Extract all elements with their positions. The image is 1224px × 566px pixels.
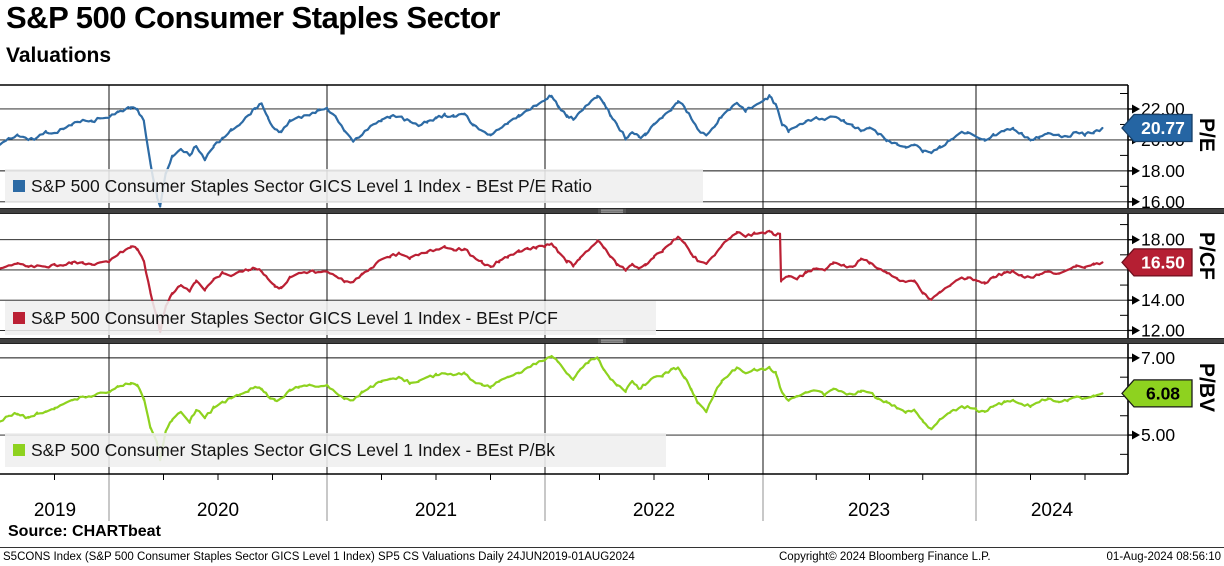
y-tick-label: 18.00 bbox=[1141, 230, 1185, 250]
legend-pe-label: S&P 500 Consumer Staples Sector GICS Lev… bbox=[31, 175, 592, 196]
legend-pe[interactable]: S&P 500 Consumer Staples Sector GICS Lev… bbox=[5, 169, 703, 203]
pe-series-swatch-icon bbox=[13, 180, 25, 192]
last-value-badge bbox=[1121, 113, 1193, 143]
footer-copyright: Copyright© 2024 Bloomberg Finance L.P. bbox=[779, 551, 991, 563]
tick-arrow-icon bbox=[1132, 235, 1140, 245]
legend-pbv[interactable]: S&P 500 Consumer Staples Sector GICS Lev… bbox=[5, 433, 666, 467]
source-label: Source: CHARTbeat bbox=[8, 523, 161, 540]
footer-timestamp: 01-Aug-2024 08:56:10 bbox=[1106, 551, 1221, 563]
footer-ticker-text: S5CONS Index (S&P 500 Consumer Staples S… bbox=[3, 551, 635, 563]
pcf-series-swatch-icon bbox=[13, 312, 25, 324]
last-value-badge-text: 20.77 bbox=[1141, 118, 1185, 138]
last-value-badge-text: 16.50 bbox=[1141, 252, 1185, 272]
pcf-axis-unit-label: P/CF bbox=[1195, 232, 1218, 280]
year-label: 2019 bbox=[34, 500, 76, 521]
y-tick-label: 18.00 bbox=[1141, 161, 1185, 181]
tick-arrow-icon bbox=[1132, 104, 1140, 114]
year-label: 2020 bbox=[197, 500, 239, 521]
footer: S5CONS Index (S&P 500 Consumer Staples S… bbox=[0, 547, 1224, 566]
y-tick-label: 5.00 bbox=[1141, 425, 1175, 445]
year-label: 2023 bbox=[848, 500, 890, 521]
last-value-badge-text: 6.08 bbox=[1146, 383, 1180, 403]
legend-pbv-label: S&P 500 Consumer Staples Sector GICS Lev… bbox=[31, 439, 555, 460]
tick-arrow-icon bbox=[1132, 197, 1140, 207]
pbv-series-swatch-icon bbox=[13, 444, 25, 456]
pcf-series-line bbox=[0, 229, 1104, 334]
last-value-badge bbox=[1121, 248, 1193, 277]
page-subtitle: Valuations bbox=[6, 44, 112, 67]
year-label: 2024 bbox=[1031, 500, 1074, 521]
tick-arrow-icon bbox=[1132, 166, 1140, 176]
tick-arrow-icon bbox=[1132, 325, 1140, 335]
pe-series-line bbox=[0, 94, 1104, 208]
y-tick-label: 7.00 bbox=[1141, 348, 1175, 368]
last-value-badge bbox=[1121, 379, 1193, 408]
pbv-series-line bbox=[0, 354, 1104, 462]
tick-arrow-icon bbox=[1132, 295, 1140, 305]
y-tick-label: 14.00 bbox=[1141, 290, 1185, 310]
y-tick-label: 12.00 bbox=[1141, 320, 1185, 340]
year-label: 2022 bbox=[633, 500, 675, 521]
pane-resize-grip[interactable] bbox=[598, 338, 626, 344]
legend-pcf[interactable]: S&P 500 Consumer Staples Sector GICS Lev… bbox=[5, 301, 656, 335]
page-title: S&P 500 Consumer Staples Sector bbox=[6, 0, 500, 35]
legend-pcf-label: S&P 500 Consumer Staples Sector GICS Lev… bbox=[31, 307, 558, 328]
pbv-axis-unit-label: P/BV bbox=[1195, 363, 1218, 413]
pe-axis-unit-label: P/E bbox=[1195, 118, 1218, 152]
tick-arrow-icon bbox=[1132, 353, 1140, 363]
year-label: 2021 bbox=[415, 500, 457, 521]
y-tick-label: 16.00 bbox=[1141, 192, 1185, 212]
tick-arrow-icon bbox=[1132, 430, 1140, 440]
pane-resize-grip[interactable] bbox=[598, 208, 626, 214]
